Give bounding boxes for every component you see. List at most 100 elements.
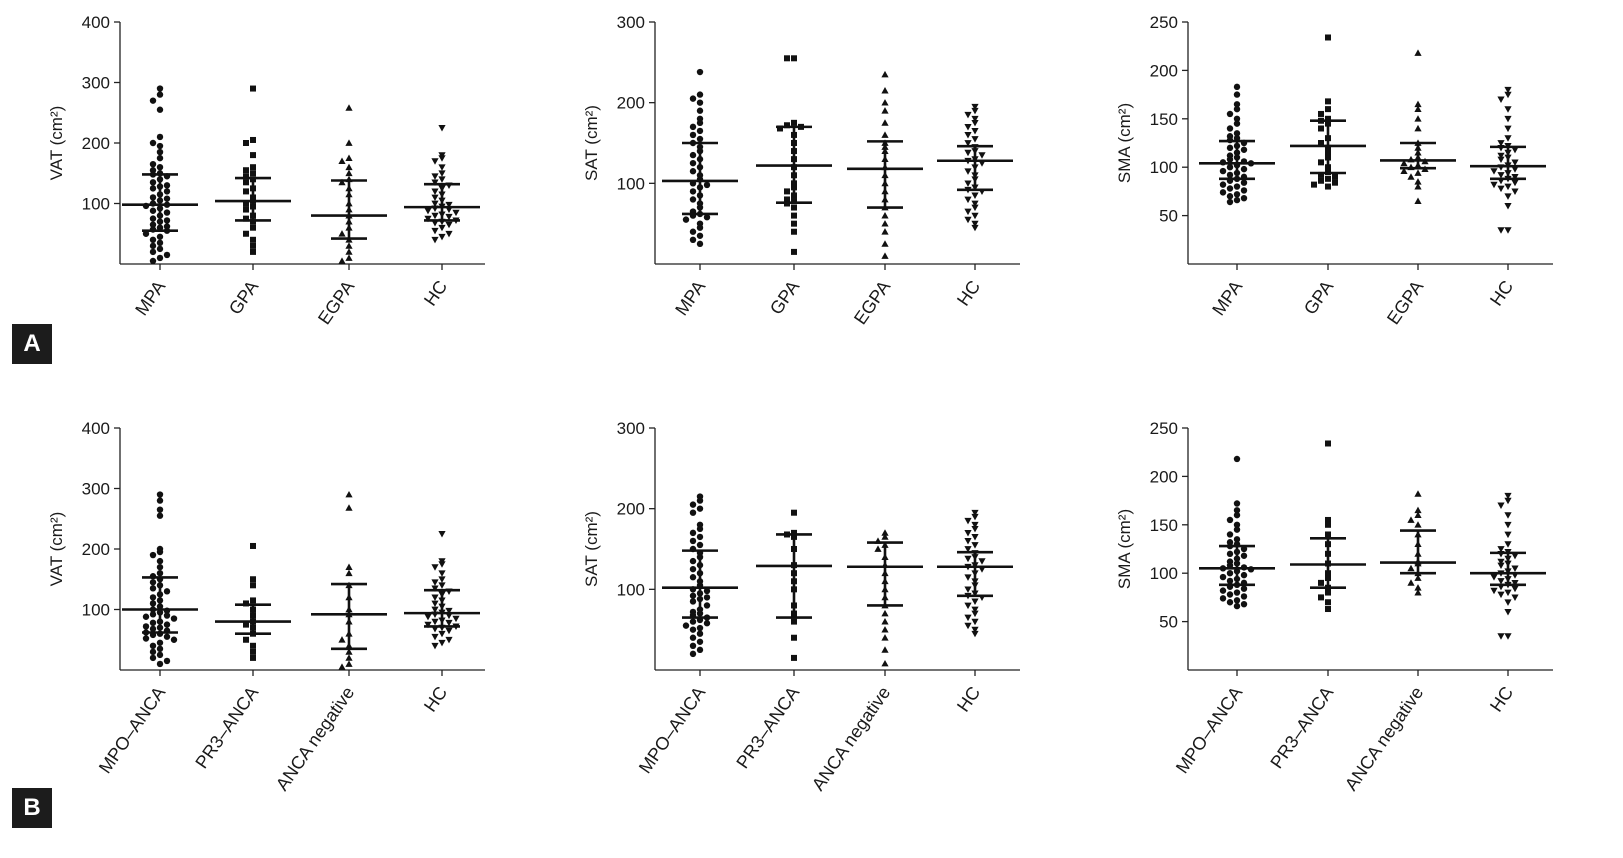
data-point — [971, 630, 979, 638]
data-point — [250, 248, 256, 255]
x-tick-label: ANCA negative — [808, 683, 894, 794]
data-point — [163, 217, 171, 224]
data-point — [1504, 599, 1512, 606]
data-point — [250, 164, 256, 171]
data-point — [1497, 502, 1505, 510]
x-tick-label: HC — [420, 683, 451, 716]
data-point — [149, 585, 157, 592]
data-point — [1400, 167, 1408, 174]
data-point — [149, 194, 157, 201]
x-tick-label: HC — [953, 277, 984, 310]
data-point — [689, 537, 697, 545]
data-point — [689, 634, 697, 641]
data-point — [703, 602, 711, 609]
data-point — [149, 221, 157, 228]
data-point — [1226, 156, 1234, 163]
data-point — [971, 525, 979, 533]
data-point — [689, 501, 697, 508]
data-point — [345, 504, 353, 511]
data-point — [1318, 159, 1324, 166]
data-point — [1504, 227, 1512, 234]
data-point — [971, 115, 979, 123]
data-point — [881, 220, 889, 227]
data-point — [163, 195, 171, 202]
data-point — [345, 654, 353, 661]
data-point — [250, 648, 256, 655]
data-point — [170, 615, 178, 622]
data-point — [1318, 171, 1324, 178]
data-point — [345, 648, 353, 655]
data-point — [1325, 175, 1331, 182]
data-point — [156, 563, 164, 571]
data-point — [1226, 577, 1234, 585]
data-point — [163, 633, 171, 640]
data-point — [784, 55, 790, 62]
data-point — [156, 548, 164, 556]
data-point — [1318, 594, 1324, 601]
data-point — [696, 135, 704, 143]
data-point — [1414, 105, 1422, 112]
data-point — [1497, 152, 1505, 160]
data-point — [1497, 633, 1505, 640]
data-point — [689, 123, 697, 131]
data-point — [149, 236, 157, 243]
data-point — [1325, 516, 1331, 523]
data-point — [689, 131, 697, 139]
data-point — [431, 194, 439, 202]
data-point — [1414, 169, 1422, 176]
data-point — [445, 213, 453, 221]
data-point — [431, 633, 439, 641]
data-point — [1325, 531, 1331, 538]
data-point — [142, 613, 150, 620]
data-point — [1414, 49, 1422, 56]
data-point — [424, 215, 432, 223]
data-point — [1226, 591, 1234, 598]
data-point — [784, 188, 790, 195]
data-point — [964, 586, 972, 593]
data-point — [243, 140, 249, 146]
x-tick-label: GPA — [1300, 277, 1337, 319]
data-point — [971, 610, 979, 618]
y-tick-label: 50 — [1159, 613, 1178, 632]
data-point — [1497, 156, 1505, 164]
data-point — [156, 570, 164, 577]
data-point — [1511, 179, 1519, 187]
data-point — [1414, 182, 1422, 190]
y-axis-title: VAT (cm²) — [47, 106, 66, 181]
data-point — [1226, 516, 1234, 524]
data-point — [438, 570, 446, 577]
y-tick-label: 300 — [82, 480, 110, 499]
data-point — [431, 618, 439, 626]
data-point — [964, 529, 972, 537]
data-point — [1219, 595, 1227, 602]
data-point — [345, 104, 353, 111]
data-point — [881, 618, 889, 625]
data-point — [250, 642, 256, 649]
x-tick-label: MPA — [131, 277, 169, 319]
data-point — [1325, 440, 1331, 447]
y-axis-title: VAT (cm²) — [47, 512, 66, 587]
data-point — [345, 660, 353, 667]
data-point — [163, 209, 171, 216]
data-point — [791, 529, 797, 536]
data-point — [1511, 159, 1519, 166]
data-point — [452, 209, 460, 217]
data-point — [1504, 512, 1512, 519]
data-point — [149, 594, 157, 601]
data-point — [1504, 86, 1512, 94]
data-point — [431, 642, 439, 650]
data-point — [1504, 106, 1512, 113]
y-axis-title: SMA (cm²) — [1115, 103, 1134, 183]
data-point — [243, 621, 249, 628]
data-point — [149, 257, 157, 265]
data-point — [1497, 562, 1505, 570]
data-point — [964, 614, 972, 622]
data-point — [1233, 500, 1241, 507]
data-point — [1219, 167, 1227, 175]
data-point — [1240, 194, 1248, 202]
data-point — [689, 557, 697, 565]
data-point — [1325, 183, 1331, 190]
data-point — [881, 70, 889, 78]
data-point — [964, 602, 972, 610]
